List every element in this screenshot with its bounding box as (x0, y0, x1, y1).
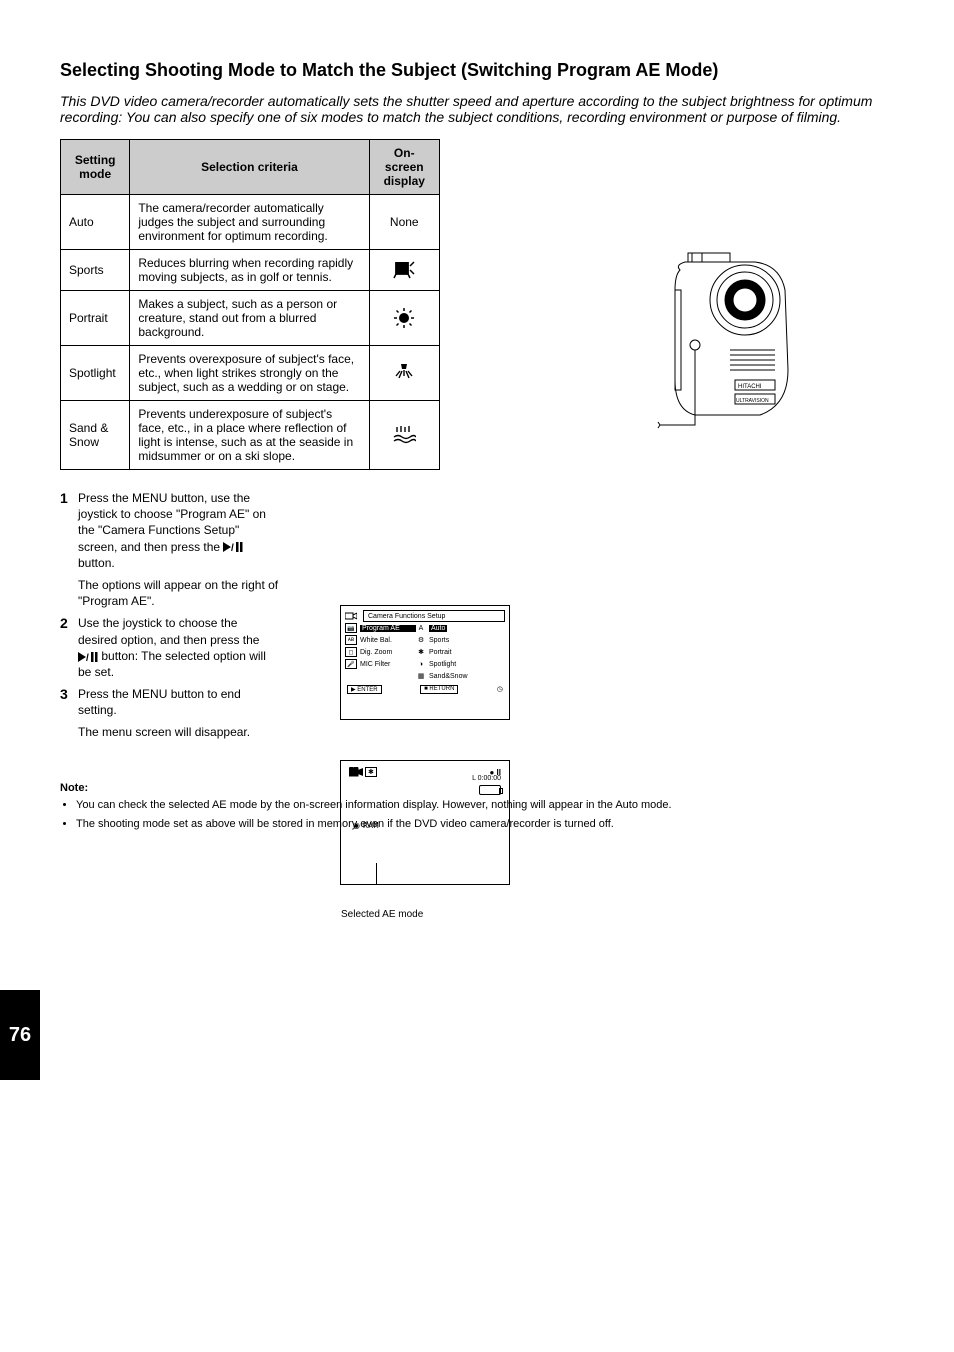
movie-icon (349, 767, 363, 777)
subtitle: This DVD video camera/recorder automatic… (60, 93, 894, 125)
title-bar: Camera Functions Setup (363, 610, 505, 622)
menu-left-icon: ᴀʙ (345, 635, 357, 645)
step-text: Press the MENU button, use the joystick … (78, 490, 280, 571)
menu-left-icon: ◻ (345, 647, 357, 657)
callout-text: Selected AE mode (341, 909, 423, 920)
display-cell (369, 346, 439, 401)
camera-icon (345, 611, 357, 621)
step-text-post: button: The selected option will be set. (78, 649, 266, 679)
step-number: 1 (60, 490, 78, 571)
mode-cell: Sports (61, 250, 130, 291)
menu-option: Sand&Snow (429, 673, 468, 680)
table-row: Spotlight Prevents overexposure of subje… (61, 346, 440, 401)
sports-icon (392, 260, 416, 280)
menu-left-icon: 🎤 (345, 659, 357, 669)
page-title: Selecting Shooting Mode to Match the Sub… (60, 60, 894, 81)
camcorder-illustration: HITACHI ULTRAVISION (640, 250, 805, 440)
step-spacer (60, 577, 78, 609)
menu-screenshot: Camera Functions Setup 📷 Program AE A Au… (340, 605, 510, 720)
step-number: 2 (60, 615, 78, 680)
play-pause-icon: / (223, 542, 243, 552)
menu-label: Dig. Zoom (360, 649, 416, 656)
page-number: 76 (0, 990, 40, 1080)
sandsnow-icon (392, 425, 416, 445)
rec-mode-icons: ✱ (349, 767, 377, 777)
display-cell (369, 250, 439, 291)
step-text: The menu screen will disappear. (78, 724, 250, 740)
display-cell: None (369, 195, 439, 250)
mode-cell: Auto (61, 195, 130, 250)
table-row: Sand & Snow Prevents underexposure of su… (61, 401, 440, 470)
record-screenshot: ✱ ● II L 0:00:00 ◉ RAM Selected AE mode (340, 760, 510, 885)
th-mode: Setting mode (61, 140, 130, 195)
menu-option: Auto (429, 625, 447, 632)
battery-icon (479, 785, 501, 795)
criteria-cell: Prevents overexposure of subject's face,… (130, 346, 369, 401)
ae-mode-icon: ✱ (365, 767, 377, 777)
spotlight-icon (393, 362, 415, 384)
menu-title: Camera Functions Setup (364, 613, 445, 620)
step-text: Press the MENU button to end setting. (78, 686, 280, 718)
menu-option: Sports (429, 637, 449, 644)
menu-opt-icon: ▦ (416, 672, 426, 680)
criteria-cell: Reduces blurring when recording rapidly … (130, 250, 369, 291)
menu-label: Program AE (360, 625, 416, 632)
step-number: 3 (60, 686, 78, 718)
menu-option: Portrait (429, 649, 452, 656)
ram-label: RAM (363, 821, 379, 830)
rec-time: L 0:00:00 (472, 775, 501, 782)
menu-option: Spotlight (429, 661, 456, 668)
step-text: The options will appear on the right of … (78, 577, 280, 609)
table-row: Auto The camera/recorder automatically j… (61, 195, 440, 250)
step-text-post: button. (78, 556, 115, 570)
svg-text:/: / (86, 653, 89, 662)
display-cell (369, 401, 439, 470)
step-spacer (60, 724, 78, 740)
menu-left-icon: 📷 (345, 623, 357, 633)
portrait-icon (393, 307, 415, 329)
menu-opt-icon: ✱ (416, 648, 426, 656)
criteria-cell: The camera/recorder automatically judges… (130, 195, 369, 250)
th-criteria: Selection criteria (130, 140, 369, 195)
menu-label: White Bal. (360, 637, 416, 644)
return-button: ■ RETURN (420, 685, 458, 694)
svg-text:/: / (231, 543, 234, 552)
callout-line (376, 863, 377, 885)
svg-text:HITACHI: HITACHI (738, 384, 762, 390)
th-display: On-screen display (369, 140, 439, 195)
step-text-pre: Use the joystick to choose the desired o… (78, 616, 259, 646)
mode-cell: Portrait (61, 291, 130, 346)
program-ae-table: Setting mode Selection criteria On-scree… (60, 139, 440, 470)
page-content: Selecting Shooting Mode to Match the Sub… (60, 60, 894, 833)
play-pause-icon: / (78, 652, 98, 662)
menu-opt-icon: ⚙ (416, 636, 426, 644)
table-row: Sports Reduces blurring when recording r… (61, 250, 440, 291)
disc-icon: ◉ (353, 821, 360, 830)
criteria-cell: Prevents underexposure of subject's face… (130, 401, 369, 470)
mode-cell: Sand & Snow (61, 401, 130, 470)
menu-opt-icon: A (416, 625, 426, 632)
menu-opt-icon: ◑ (416, 661, 426, 668)
menu-left-icon (345, 671, 357, 681)
step-text: Use the joystick to choose the desired o… (78, 615, 280, 680)
enter-button: ▶ ENTER (347, 685, 382, 694)
display-cell (369, 291, 439, 346)
menu-label: MIC Filter (360, 661, 416, 668)
criteria-cell: Makes a subject, such as a person or cre… (130, 291, 369, 346)
mode-cell: Spotlight (61, 346, 130, 401)
clock-icon: ◷ (497, 685, 503, 694)
svg-text:ULTRAVISION: ULTRAVISION (736, 398, 769, 404)
table-row: Portrait Makes a subject, such as a pers… (61, 291, 440, 346)
